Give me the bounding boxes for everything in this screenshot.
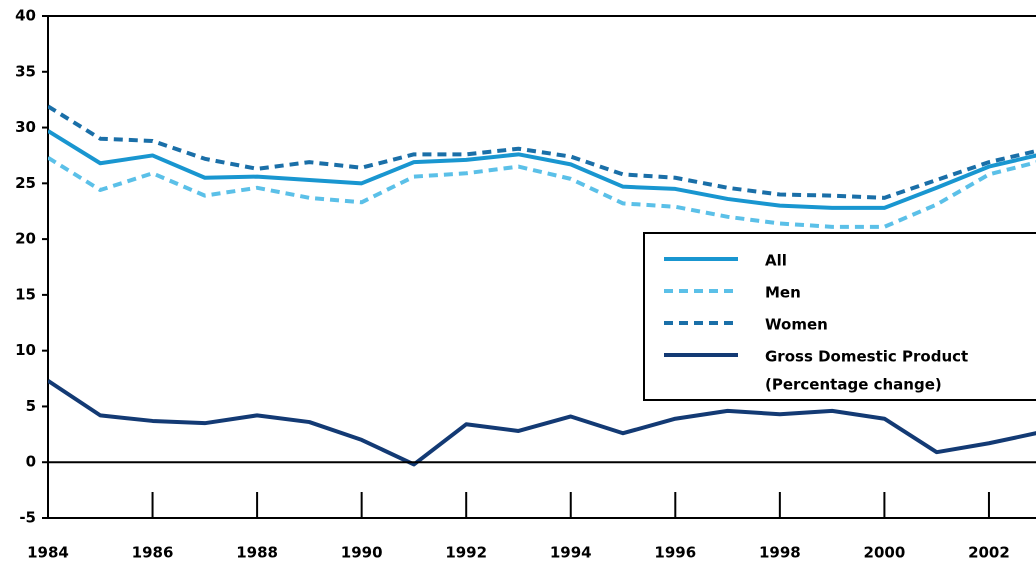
- y-tick-label: 0: [26, 453, 36, 471]
- y-tick-label: 30: [15, 118, 36, 136]
- x-tick-label: 2000: [864, 544, 906, 562]
- y-tick-label: 35: [15, 62, 36, 80]
- x-tick-label: 1986: [132, 544, 174, 562]
- series-line: [48, 155, 1036, 229]
- legend-label: Women: [765, 316, 828, 334]
- y-tick-label: 10: [15, 341, 36, 359]
- x-tick-label: 1998: [759, 544, 801, 562]
- x-tick-label: 1992: [445, 544, 487, 562]
- x-tick-label: 1984: [27, 544, 69, 562]
- series-line: [48, 104, 1036, 200]
- x-tick-label: 1990: [341, 544, 383, 562]
- lines: [48, 104, 1036, 467]
- legend: All Men Women Gross Domestic Product (Percen…: [643, 232, 1036, 401]
- x-tick-label: 1988: [236, 544, 278, 562]
- legend-label: Gross Domestic Product: [765, 348, 968, 366]
- legend-note: (Percentage change): [765, 376, 942, 394]
- y-tick-label: 25: [15, 174, 36, 192]
- y-tick-label: 40: [15, 7, 36, 25]
- y-tick-label: 5: [26, 397, 36, 415]
- y-tick-label: -5: [19, 509, 36, 527]
- series-line: [48, 129, 1036, 210]
- x-tick-label: 1996: [654, 544, 696, 562]
- series-line: [48, 379, 1036, 467]
- x-tick-label: 2002: [968, 544, 1010, 562]
- x-tick-label: 1994: [550, 544, 592, 562]
- legend-label: All: [765, 252, 787, 270]
- y-tick-label: 15: [15, 285, 36, 303]
- y-tick-label: 20: [15, 230, 36, 248]
- legend-label: Men: [765, 284, 801, 302]
